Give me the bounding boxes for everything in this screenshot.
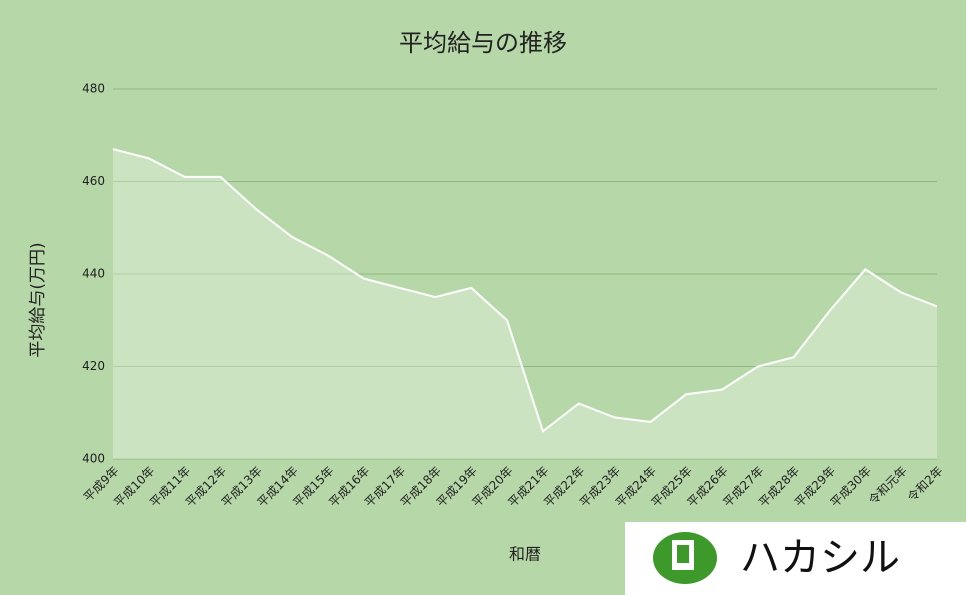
y-tick-label: 400	[82, 452, 105, 466]
y-axis-label: 平均給与(万円)	[28, 242, 48, 357]
x-tick-label: 令和元年	[865, 463, 910, 508]
line	[112, 148, 938, 433]
x-axis-label: 和暦	[509, 545, 541, 564]
x-tick-label: 令和2年	[904, 463, 945, 504]
logo-text: ハカシル	[740, 535, 900, 581]
logo: ハカシル	[625, 522, 966, 595]
chart-title: 平均給与の推移	[399, 29, 567, 57]
y-tick-label: 420	[82, 359, 105, 373]
logo-icon-core	[677, 545, 689, 563]
y-tick-label: 460	[82, 174, 105, 188]
y-tick-label: 480	[82, 82, 105, 96]
area	[113, 149, 937, 459]
y-tick-label: 440	[82, 267, 105, 281]
